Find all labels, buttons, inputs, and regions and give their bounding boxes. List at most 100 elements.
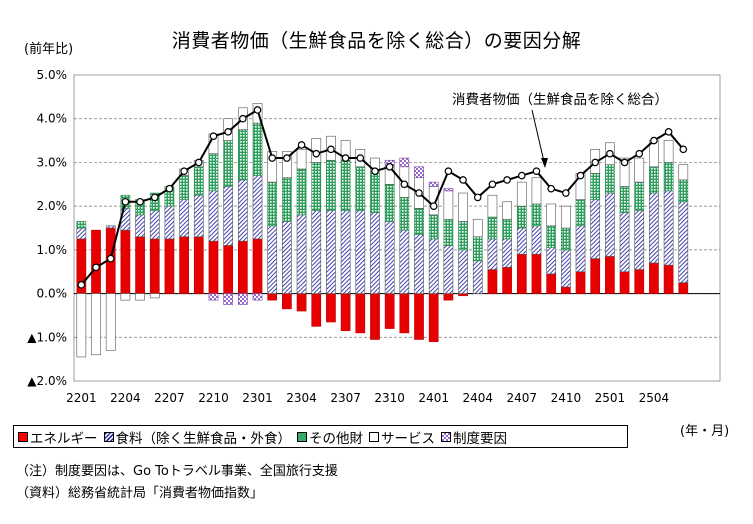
- bar-segment-3: [619, 186, 630, 214]
- x-tick-label: 2207: [154, 391, 185, 405]
- energy-swatch-icon: [18, 431, 28, 442]
- bar-segment-3: [208, 153, 219, 192]
- bar-segment-3: [590, 173, 601, 200]
- bar-segment-4: [634, 157, 645, 183]
- bar-segment-2: [164, 205, 175, 240]
- cpi-point: [194, 158, 203, 167]
- cpi-point: [268, 154, 277, 162]
- bar-segment-5: [237, 293, 248, 305]
- cpi-point: [488, 180, 497, 189]
- bar-segment-2: [590, 199, 601, 259]
- bar-segment-3: [370, 170, 380, 214]
- bar-segment-4: [91, 293, 101, 356]
- cpi-point: [180, 167, 188, 175]
- cpi-point: [459, 176, 467, 184]
- legend-label-other-goods: その他財: [309, 430, 363, 447]
- cpi-point: [312, 149, 321, 158]
- cpi-point: [620, 158, 629, 167]
- bar-segment-2: [546, 247, 557, 275]
- bar-segment-4: [76, 293, 87, 358]
- cpi-point: [444, 167, 453, 175]
- bar-segment-3: [516, 205, 527, 229]
- cpi-point: [283, 154, 291, 162]
- bar-segment-3: [575, 199, 586, 227]
- bar-segment-1: [531, 253, 542, 294]
- bar-segment-4: [619, 157, 630, 187]
- bar-segment-1: [458, 293, 468, 297]
- bar-segment-2: [649, 192, 659, 264]
- bar-segment-2: [282, 221, 292, 294]
- x-tick-label: 2504: [639, 391, 670, 405]
- bar-segment-1: [267, 293, 278, 301]
- bar-segment-1: [282, 293, 292, 310]
- bar-segment-1: [311, 293, 322, 327]
- x-tick-label: 2404: [462, 391, 493, 405]
- x-tick-label: 2307: [330, 391, 361, 405]
- bar-segment-3: [458, 221, 468, 251]
- bar-segment-4: [560, 205, 571, 229]
- cpi-point: [679, 145, 688, 154]
- bar-segment-5: [414, 166, 424, 179]
- chart-note: （注）制度要因は、Go Toトラベル事業、全国旅行支援: [16, 464, 338, 479]
- bar-segment-3: [428, 214, 439, 240]
- bar-segment-2: [663, 190, 674, 266]
- chart-title: 消費者物価（生鮮食品を除く総合）の要因分解: [171, 30, 582, 52]
- bar-segment-3: [340, 159, 351, 211]
- bar-segment-4: [267, 151, 278, 183]
- bar-segment-2: [414, 234, 424, 294]
- bar-segment-4: [678, 164, 689, 181]
- y-tick-label: ▲1.0%: [27, 330, 67, 344]
- x-tick-label: 2501: [595, 391, 626, 405]
- cpi-point: [209, 132, 218, 141]
- bar-segment-1: [135, 236, 145, 294]
- y-tick-label: 3.0%: [37, 155, 68, 169]
- bar-segment-5: [428, 181, 439, 187]
- bar-segment-4: [282, 151, 292, 179]
- bar-segment-3: [487, 216, 498, 240]
- bar-segment-1: [590, 258, 601, 294]
- bar-segment-2: [237, 179, 248, 242]
- x-tick-label: 2401: [418, 391, 449, 405]
- legend-item-energy: エネルギー: [18, 427, 98, 447]
- bar-segment-1: [340, 293, 351, 332]
- bar-segment-2: [208, 190, 219, 242]
- bar-segment-2: [472, 260, 483, 294]
- bar-segment-3: [237, 129, 248, 181]
- cpi-point: [385, 163, 394, 171]
- x-tick-label: 2201: [66, 391, 97, 405]
- bar-segment-3: [267, 181, 278, 227]
- bar-segment-1: [678, 282, 689, 294]
- bar-segment-4: [443, 190, 454, 220]
- cpi-point: [121, 197, 130, 206]
- bar-segment-4: [546, 203, 557, 227]
- bar-segment-4: [105, 293, 116, 351]
- cpi-point: [356, 154, 365, 162]
- bar-segment-2: [487, 238, 498, 270]
- cpi-point: [635, 149, 644, 158]
- y-tick-label: 4.0%: [37, 112, 68, 126]
- food-swatch-icon: [103, 431, 114, 442]
- bar-segment-2: [516, 227, 527, 255]
- cpi-point: [327, 145, 335, 154]
- bar-segment-1: [179, 236, 189, 294]
- plot-frame: [73, 74, 721, 382]
- bar-segment-1: [384, 293, 395, 329]
- cpi-point: [297, 141, 306, 149]
- bar-segment-3: [546, 225, 557, 248]
- bar-segment-2: [443, 245, 454, 294]
- bar-segment-3: [560, 227, 571, 251]
- x-tick-label: 2204: [110, 391, 141, 405]
- bar-segment-2: [678, 201, 689, 283]
- bar-segment-2: [531, 225, 542, 255]
- bar-segment-4: [458, 192, 468, 222]
- bar-segment-5: [223, 293, 234, 305]
- bar-segment-3: [193, 166, 204, 196]
- bar-segment-3: [531, 203, 542, 227]
- y-tick-label: 1.0%: [37, 243, 68, 257]
- bar-segment-2: [296, 214, 307, 294]
- services-swatch-icon: [369, 431, 379, 442]
- bar-segment-2: [179, 199, 189, 238]
- bar-segment-2: [605, 192, 615, 257]
- cpi-point: [576, 171, 585, 180]
- bar-segment-4: [531, 177, 542, 205]
